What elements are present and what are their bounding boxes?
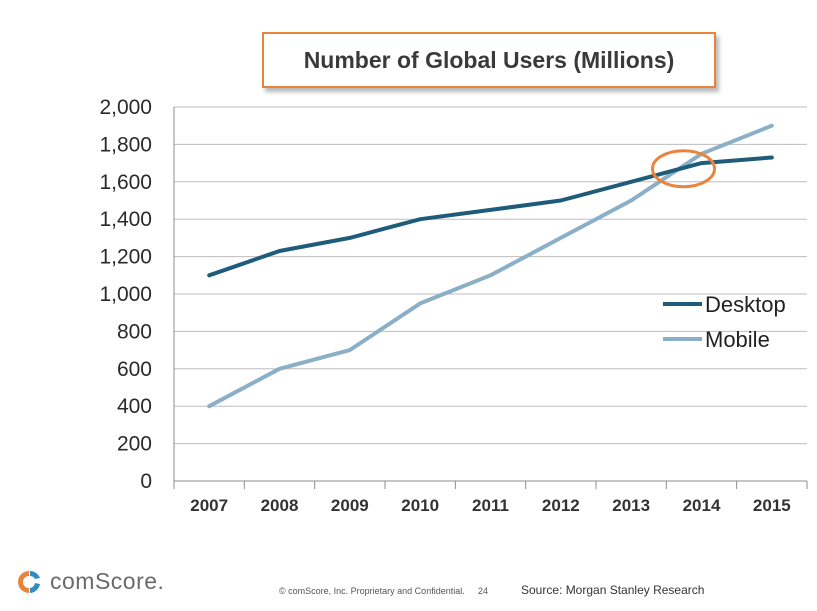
y-tick-label: 800: [117, 320, 152, 343]
y-tick-label: 1,800: [99, 133, 152, 156]
x-tick-label: 2012: [542, 496, 580, 515]
x-tick-label: 2010: [401, 496, 439, 515]
y-tick-label: 2,000: [99, 96, 152, 119]
series-line-desktop: [207, 155, 774, 278]
x-tick-label: 2014: [683, 496, 721, 515]
footer-page-number: 24: [478, 586, 489, 596]
y-tick-label: 1,200: [99, 246, 152, 269]
x-tick-label: 2015: [753, 496, 791, 515]
footer-copyright: © comScore, Inc. Proprietary and Confide…: [279, 586, 465, 596]
y-tick-label: 1,400: [99, 208, 152, 231]
chart-title: Number of Global Users (Millions): [303, 46, 675, 73]
comscore-logo-text: comScore.: [50, 568, 165, 594]
y-tick-label: 200: [117, 433, 152, 456]
comscore-logo: comScore.: [16, 568, 164, 595]
chart-title-box: Number of Global Users (Millions): [262, 32, 716, 88]
x-tick-label: 2008: [261, 496, 299, 515]
x-tick-label: 2009: [331, 496, 369, 515]
y-tick-label: 1,600: [99, 171, 152, 194]
legend-label-mobile: Mobile: [705, 327, 770, 352]
y-tick-label: 0: [140, 470, 152, 493]
x-tick-label: 2011: [472, 496, 509, 515]
highlight-ellipse: [651, 149, 716, 189]
footer-source: Source: Morgan Stanley Research: [521, 583, 705, 597]
comscore-logo-icon: [18, 570, 40, 593]
y-tick-label: 600: [117, 358, 152, 381]
y-tick-label: 400: [117, 395, 152, 418]
y-tick-label: 1,000: [99, 283, 152, 306]
legend-label-desktop: Desktop: [705, 292, 786, 317]
x-tick-label: 2007: [190, 496, 228, 515]
x-tick-label: 2013: [612, 496, 650, 515]
